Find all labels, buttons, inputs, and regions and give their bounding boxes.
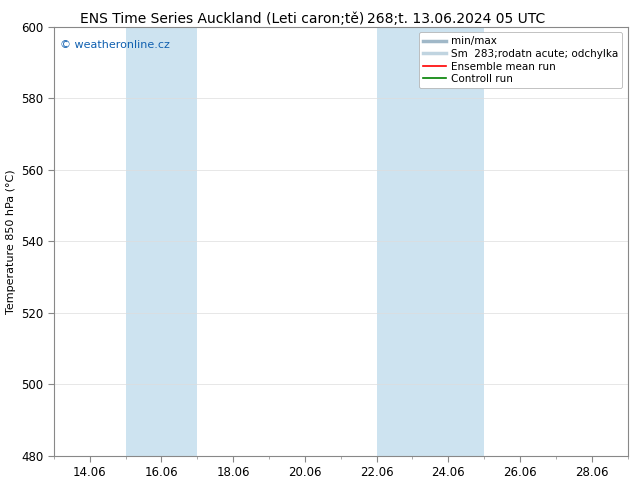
Legend: min/max, Sm  283;rodatn acute; odchylka, Ensemble mean run, Controll run: min/max, Sm 283;rodatn acute; odchylka, … xyxy=(418,32,623,88)
Bar xyxy=(126,27,197,456)
Text: 268;t. 13.06.2024 05 UTC: 268;t. 13.06.2024 05 UTC xyxy=(367,12,546,26)
Bar xyxy=(413,27,484,456)
Text: ENS Time Series Auckland (Leti caron;tě): ENS Time Series Auckland (Leti caron;tě) xyxy=(80,12,364,26)
Bar xyxy=(377,27,413,456)
Y-axis label: Temperature 850 hPa (°C): Temperature 850 hPa (°C) xyxy=(6,169,16,314)
Text: © weatheronline.cz: © weatheronline.cz xyxy=(60,40,169,50)
